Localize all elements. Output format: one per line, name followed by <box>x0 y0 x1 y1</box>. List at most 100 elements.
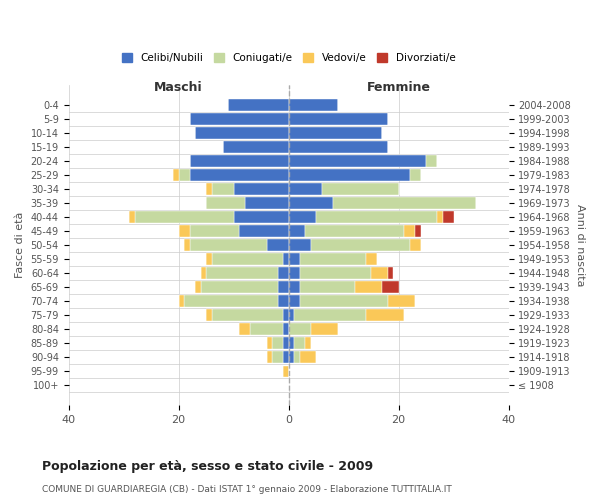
Bar <box>266 240 289 250</box>
Bar <box>289 170 410 180</box>
Bar <box>289 212 316 222</box>
Bar <box>272 352 283 362</box>
Bar <box>305 226 404 236</box>
Bar <box>206 310 212 320</box>
Y-axis label: Anni di nascita: Anni di nascita <box>575 204 585 286</box>
Bar <box>283 324 289 334</box>
Bar <box>134 212 233 222</box>
Bar <box>289 310 294 320</box>
Bar <box>332 198 476 208</box>
Bar <box>316 212 437 222</box>
Bar <box>289 282 299 292</box>
Bar <box>289 142 388 152</box>
Bar <box>365 254 377 264</box>
Bar <box>311 324 338 334</box>
Bar <box>212 184 233 194</box>
Bar <box>278 268 289 278</box>
Bar <box>355 282 382 292</box>
Bar <box>278 282 289 292</box>
Bar <box>239 324 250 334</box>
Text: Femmine: Femmine <box>367 81 431 94</box>
Bar <box>184 296 278 306</box>
Bar <box>437 212 443 222</box>
Bar <box>200 282 278 292</box>
Bar <box>278 296 289 306</box>
Bar <box>299 352 316 362</box>
Bar <box>190 240 266 250</box>
Bar <box>283 366 289 376</box>
Text: COMUNE DI GUARDIAREGIA (CB) - Dati ISTAT 1° gennaio 2009 - Elaborazione TUTTITAL: COMUNE DI GUARDIAREGIA (CB) - Dati ISTAT… <box>42 485 452 494</box>
Legend: Celibi/Nubili, Coniugati/e, Vedovi/e, Divorziati/e: Celibi/Nubili, Coniugati/e, Vedovi/e, Di… <box>118 48 460 67</box>
Bar <box>289 198 332 208</box>
Bar <box>371 268 388 278</box>
Bar <box>283 338 289 348</box>
Bar <box>173 170 179 180</box>
Bar <box>289 156 426 166</box>
Text: Maschi: Maschi <box>154 81 203 94</box>
Bar <box>410 170 421 180</box>
Bar <box>266 338 272 348</box>
Bar <box>190 170 289 180</box>
Bar <box>305 338 311 348</box>
Bar <box>250 324 283 334</box>
Bar <box>179 296 184 306</box>
Bar <box>200 268 206 278</box>
Bar <box>289 184 322 194</box>
Bar <box>233 184 289 194</box>
Bar <box>195 128 289 138</box>
Bar <box>206 254 212 264</box>
Bar <box>190 156 289 166</box>
Bar <box>322 184 398 194</box>
Bar <box>299 282 355 292</box>
Bar <box>212 310 283 320</box>
Bar <box>228 100 289 110</box>
Bar <box>289 114 388 124</box>
Bar <box>206 198 245 208</box>
Bar <box>223 142 289 152</box>
Bar <box>443 212 454 222</box>
Bar <box>294 338 305 348</box>
Bar <box>239 226 289 236</box>
Bar <box>283 310 289 320</box>
Bar <box>299 296 388 306</box>
Bar <box>426 156 437 166</box>
Bar <box>266 352 272 362</box>
Bar <box>283 352 289 362</box>
Y-axis label: Fasce di età: Fasce di età <box>15 212 25 278</box>
Bar <box>289 324 311 334</box>
Bar <box>184 240 190 250</box>
Bar <box>190 226 239 236</box>
Bar <box>289 128 382 138</box>
Bar <box>388 268 393 278</box>
Bar <box>294 310 365 320</box>
Bar <box>415 226 421 236</box>
Bar <box>289 268 299 278</box>
Bar <box>179 170 190 180</box>
Bar <box>289 338 294 348</box>
Bar <box>299 254 365 264</box>
Bar <box>190 114 289 124</box>
Bar <box>272 338 283 348</box>
Bar <box>129 212 134 222</box>
Bar <box>388 296 415 306</box>
Bar <box>179 226 190 236</box>
Bar <box>289 240 311 250</box>
Bar <box>289 296 299 306</box>
Bar <box>365 310 404 320</box>
Bar <box>206 268 278 278</box>
Text: Popolazione per età, sesso e stato civile - 2009: Popolazione per età, sesso e stato civil… <box>42 460 373 473</box>
Bar <box>245 198 289 208</box>
Bar <box>195 282 200 292</box>
Bar <box>289 352 294 362</box>
Bar <box>410 240 421 250</box>
Bar <box>289 226 305 236</box>
Bar <box>404 226 415 236</box>
Bar <box>233 212 289 222</box>
Bar <box>206 184 212 194</box>
Bar <box>294 352 299 362</box>
Bar <box>311 240 410 250</box>
Bar <box>382 282 398 292</box>
Bar <box>299 268 371 278</box>
Bar <box>283 254 289 264</box>
Bar <box>212 254 283 264</box>
